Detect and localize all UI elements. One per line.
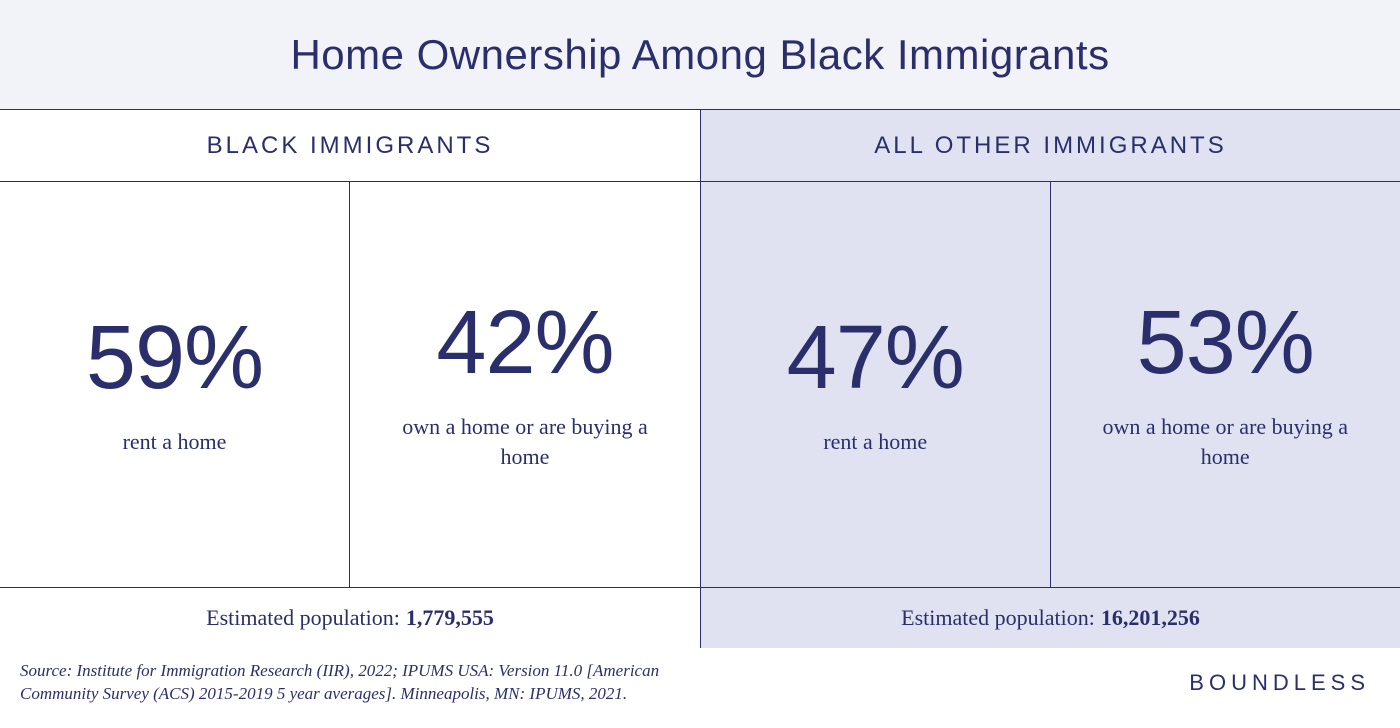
stat-label: rent a home — [823, 427, 927, 457]
stats-row-right: 47% rent a home 53% own a home or are bu… — [701, 182, 1400, 588]
column-black-immigrants: BLACK IMMIGRANTS 59% rent a home 42% own… — [0, 110, 700, 648]
stat-value: 47% — [787, 313, 964, 403]
column-header-left: BLACK IMMIGRANTS — [0, 110, 700, 182]
columns-container: BLACK IMMIGRANTS 59% rent a home 42% own… — [0, 110, 1400, 648]
source-citation: Source: Institute for Immigration Resear… — [20, 660, 740, 706]
brand-logo: BOUNDLESS — [1189, 670, 1370, 696]
stat-label: own a home or are buying a home — [1095, 412, 1355, 471]
population-left: Estimated population: 1,779,555 — [0, 588, 700, 648]
stat-label: own a home or are buying a home — [395, 412, 655, 471]
stat-cell-right-own: 53% own a home or are buying a home — [1051, 182, 1400, 587]
stat-label: rent a home — [123, 427, 227, 457]
stat-cell-left-rent: 59% rent a home — [0, 182, 350, 587]
stat-value: 42% — [436, 298, 613, 388]
stat-cell-right-rent: 47% rent a home — [701, 182, 1051, 587]
header-band: Home Ownership Among Black Immigrants — [0, 0, 1400, 110]
population-right: Estimated population: 16,201,256 — [701, 588, 1400, 648]
stats-row-left: 59% rent a home 42% own a home or are bu… — [0, 182, 700, 588]
column-all-other-immigrants: ALL OTHER IMMIGRANTS 47% rent a home 53%… — [700, 110, 1400, 648]
population-value: 16,201,256 — [1101, 605, 1200, 631]
footer: Source: Institute for Immigration Resear… — [0, 648, 1400, 728]
stat-value: 59% — [86, 313, 263, 403]
population-label: Estimated population: — [206, 605, 400, 631]
column-header-right: ALL OTHER IMMIGRANTS — [701, 110, 1400, 182]
population-value: 1,779,555 — [406, 605, 494, 631]
population-label: Estimated population: — [901, 605, 1095, 631]
page-title: Home Ownership Among Black Immigrants — [290, 31, 1109, 79]
stat-value: 53% — [1137, 298, 1314, 388]
stat-cell-left-own: 42% own a home or are buying a home — [350, 182, 700, 587]
